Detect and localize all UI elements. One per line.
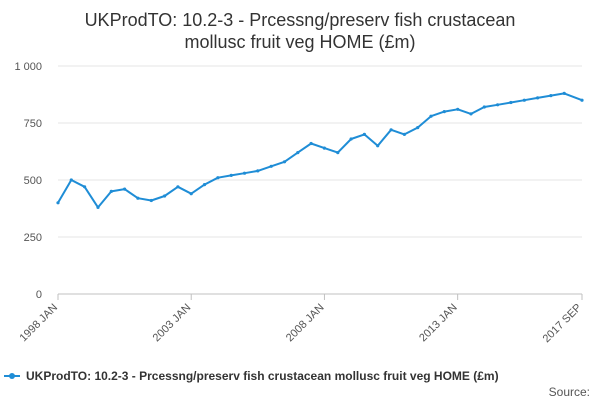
data-point — [229, 173, 233, 177]
data-point — [109, 189, 113, 193]
data-point — [282, 160, 287, 164]
data-point — [309, 141, 313, 146]
data-point — [349, 137, 353, 141]
data-point — [509, 100, 513, 105]
data-point — [269, 164, 273, 168]
chart-title-line-1: UKProdTO: 10.2-3 - Prcessng/preserv fish… — [85, 10, 516, 30]
data-point — [482, 105, 486, 109]
data-point — [389, 128, 393, 132]
legend-label: UKProdTO: 10.2-3 - Prcessng/preserv fish… — [26, 369, 499, 383]
legend[interactable]: UKProdTO: 10.2-3 - Prcessng/preserv fish… — [4, 369, 499, 383]
data-point — [322, 146, 326, 150]
y-tick-label: 750 — [24, 118, 42, 130]
data-point — [189, 192, 193, 196]
x-tick-label: 2013 JAN — [417, 302, 460, 345]
data-point — [136, 196, 140, 200]
y-tick-label: 0 — [36, 289, 42, 301]
gridlines — [58, 65, 582, 295]
data-point — [123, 187, 127, 191]
data-point — [469, 112, 473, 116]
data-point — [496, 103, 500, 107]
series-line — [57, 92, 583, 209]
data-point — [522, 98, 526, 102]
data-point — [562, 91, 566, 95]
data-point — [442, 110, 446, 114]
data-point — [549, 94, 553, 98]
data-point — [336, 151, 340, 155]
data-point — [176, 185, 180, 189]
y-tick-label: 500 — [24, 175, 42, 187]
data-point — [242, 171, 247, 175]
data-point — [202, 183, 207, 187]
data-point — [56, 201, 60, 205]
data-point — [362, 132, 366, 136]
x-tick-label: 2008 JAN — [284, 302, 327, 345]
data-point — [163, 194, 167, 198]
x-tick-label: 2003 JAN — [151, 302, 194, 345]
data-point — [149, 198, 153, 203]
data-point — [580, 98, 584, 102]
data-point — [376, 144, 380, 148]
data-point — [456, 107, 460, 111]
data-point — [416, 126, 420, 130]
chart-title-line-2: mollusc fruit veg HOME (£m) — [184, 32, 415, 52]
legend-dot-marker — [9, 373, 15, 379]
source-label: Source: — [549, 385, 590, 399]
data-point — [96, 205, 100, 209]
data-point — [216, 176, 220, 180]
x-tick-label: 1998 JAN — [17, 302, 60, 345]
data-point — [296, 151, 300, 155]
data-point — [83, 185, 87, 189]
series-layer — [56, 91, 584, 209]
data-point — [402, 132, 406, 136]
data-point — [69, 178, 73, 182]
data-point — [256, 169, 260, 173]
y-tick-label: 1 000 — [14, 61, 42, 73]
data-point — [536, 96, 540, 100]
data-point — [429, 114, 433, 118]
x-tick-label: 2017 SEP — [541, 302, 585, 346]
y-tick-label: 250 — [24, 232, 42, 244]
